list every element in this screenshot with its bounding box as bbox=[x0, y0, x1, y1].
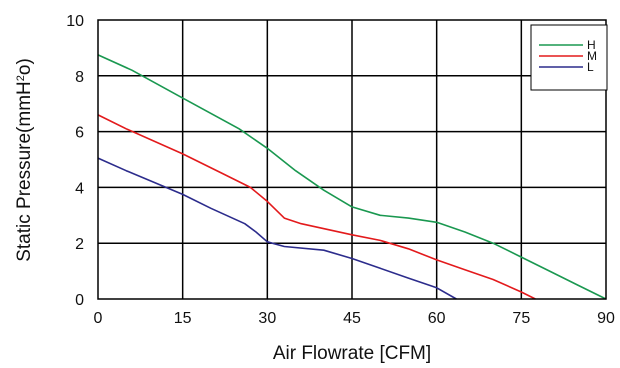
y-axis-label: Static Pressure(mmH2o) bbox=[14, 58, 35, 262]
series-lines bbox=[97, 54, 607, 300]
series-line-m bbox=[97, 114, 536, 300]
legend-label-h: H bbox=[587, 38, 596, 52]
y-tick-label: 10 bbox=[66, 13, 84, 30]
x-tick-labels: 0 15 30 45 60 75 90 bbox=[94, 310, 615, 327]
y-tick-labels: 0 2 4 6 8 10 bbox=[66, 13, 84, 309]
x-tick-label: 45 bbox=[343, 310, 361, 327]
x-tick-label: 60 bbox=[428, 310, 446, 327]
x-axis-label: Air Flowrate [CFM] bbox=[273, 343, 431, 364]
x-tick-label: 15 bbox=[174, 310, 192, 327]
y-tick-label: 2 bbox=[75, 236, 84, 253]
legend-box bbox=[530, 24, 608, 91]
legend-label-m: M bbox=[587, 49, 597, 63]
y-tick-label: 0 bbox=[75, 292, 84, 309]
grid bbox=[98, 20, 606, 299]
y-axis-label-superscript: 2 bbox=[15, 75, 27, 81]
legend: HML bbox=[530, 24, 608, 91]
plot-frame bbox=[97, 19, 607, 300]
x-tick-label: 90 bbox=[597, 310, 615, 327]
y-axis-label-tail: o) bbox=[14, 58, 35, 75]
y-tick-label: 4 bbox=[75, 180, 84, 197]
x-tick-label: 75 bbox=[512, 310, 530, 327]
x-tick-label: 30 bbox=[258, 310, 276, 327]
y-tick-label: 6 bbox=[75, 125, 84, 142]
series-line-h bbox=[97, 54, 607, 300]
series-line-l bbox=[97, 157, 457, 300]
legend-label-l: L bbox=[587, 60, 594, 74]
y-tick-label: 8 bbox=[75, 69, 84, 86]
x-tick-label: 0 bbox=[94, 310, 103, 327]
y-axis-label-main: Static Pressure(mmH bbox=[14, 81, 35, 262]
